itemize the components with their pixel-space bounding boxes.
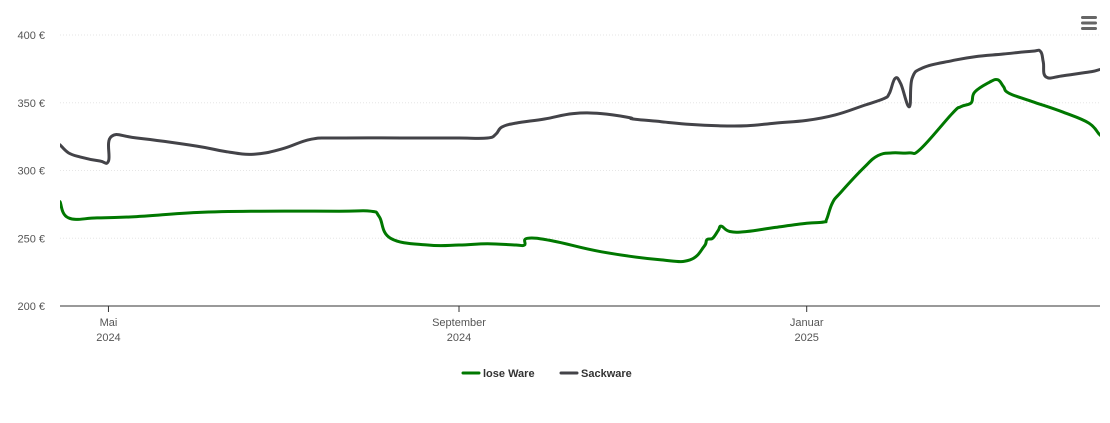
y-tick-label: 300 € (17, 166, 45, 178)
series-line-sackware[interactable] (60, 48, 1110, 165)
y-tick-label: 350 € (17, 98, 45, 110)
y-tick-label: 250 € (17, 233, 45, 245)
x-tick-sublabel: 2025 (794, 332, 818, 344)
y-tick-label: 200 € (17, 301, 45, 313)
legend: lose Ware Sackware (461, 368, 632, 380)
grid-lines (60, 34, 1100, 239)
legend-item-sackware[interactable]: Sackware (559, 368, 632, 380)
legend-item-lose-ware[interactable]: lose Ware (461, 368, 535, 380)
x-tick-sublabel: 2024 (447, 332, 471, 344)
x-tick-label: Mai (100, 317, 118, 329)
x-tick-label: Januar (790, 317, 824, 329)
axes: 200 € 250 € 300 € 350 € 400 € Mai 2024 Septembe… (17, 30, 1100, 344)
x-tick-sublabel: 2024 (96, 332, 120, 344)
legend-label: lose Ware (483, 368, 535, 380)
x-tick-label: September (432, 317, 486, 329)
y-tick-label: 400 € (17, 30, 45, 42)
legend-label: Sackware (581, 368, 632, 380)
series-lines (60, 48, 1110, 264)
menu-button[interactable] (1078, 14, 1100, 32)
hamburger-menu-icon (1081, 16, 1097, 30)
series-line-lose-ware[interactable] (60, 77, 1110, 264)
